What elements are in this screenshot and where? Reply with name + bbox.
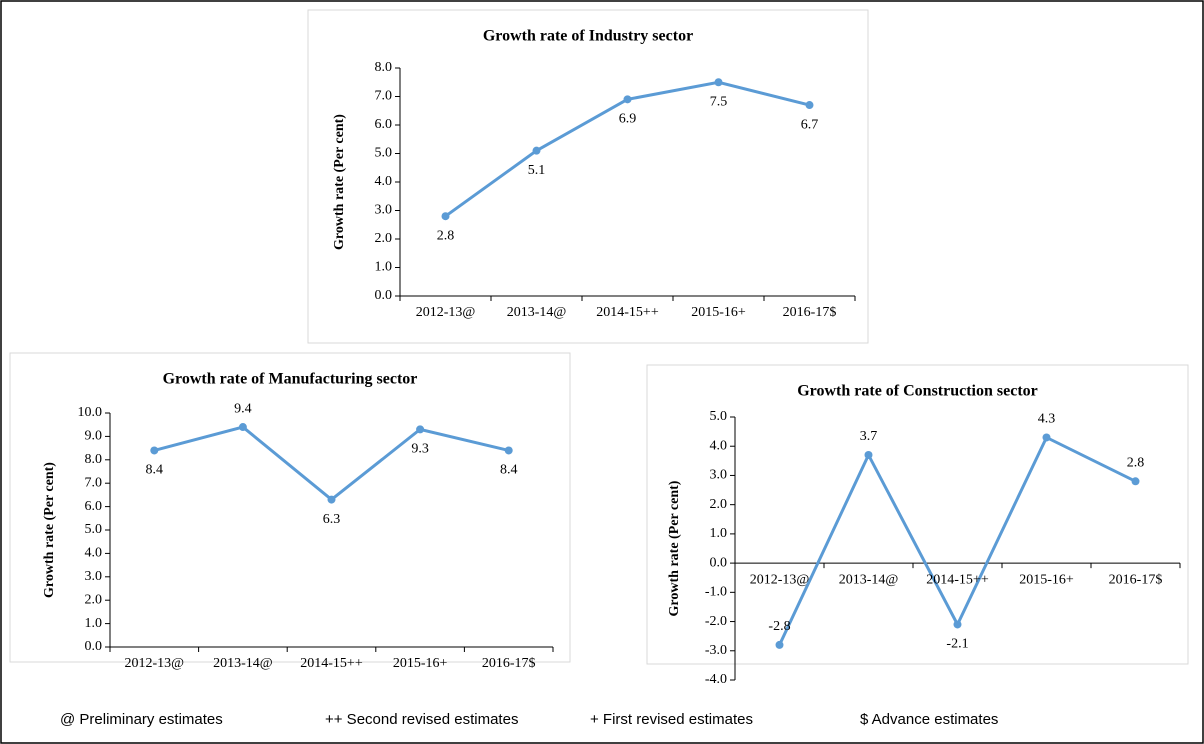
line bbox=[778, 435, 1137, 646]
y-tick-label: -2.0 bbox=[705, 614, 727, 629]
y-tick-label: 5.0 bbox=[375, 146, 393, 161]
point bbox=[504, 446, 513, 455]
x-tick-label: 2015-16+ bbox=[691, 305, 746, 320]
x-tick-label: 2012-13@ bbox=[750, 572, 810, 587]
point bbox=[714, 78, 723, 87]
data-label: 8.4 bbox=[146, 463, 164, 478]
x-tick-label: 2016-17$ bbox=[783, 305, 837, 320]
data-label: -2.1 bbox=[946, 637, 968, 652]
y-tick-label: -1.0 bbox=[705, 585, 727, 600]
y-tick-label: 0.0 bbox=[375, 288, 393, 303]
y-tick-label: 6.0 bbox=[85, 499, 103, 514]
data-label: 4.3 bbox=[1038, 412, 1056, 427]
point bbox=[805, 101, 814, 110]
data-label: 6.9 bbox=[619, 112, 637, 127]
y-tick-label: 2.0 bbox=[710, 497, 728, 512]
note: $ Advance estimates bbox=[860, 711, 998, 728]
x-tick-label: 2013-14@ bbox=[839, 572, 899, 587]
point bbox=[623, 95, 632, 104]
point bbox=[1131, 477, 1140, 486]
point bbox=[532, 146, 541, 155]
y-tick-label: 4.0 bbox=[710, 438, 728, 453]
point bbox=[1042, 433, 1051, 442]
y-tick-label: 5.0 bbox=[85, 522, 103, 537]
y-tick-label: 10.0 bbox=[78, 405, 103, 420]
y-tick-label: 3.0 bbox=[375, 203, 393, 218]
note: @ Preliminary estimates bbox=[60, 711, 223, 728]
y-axis-label: Growth rate (Per cent) bbox=[42, 462, 57, 598]
y-axis-label: Growth rate (Per cent) bbox=[667, 480, 682, 616]
x-tick-label: 2015-16+ bbox=[393, 656, 448, 671]
x-tick-label: 2014-15++ bbox=[300, 656, 363, 671]
x-tick-label: 2013-14@ bbox=[507, 305, 567, 320]
y-tick-label: 4.0 bbox=[85, 546, 103, 561]
y-tick-label: -3.0 bbox=[705, 643, 727, 658]
y-tick-label: 5.0 bbox=[710, 409, 728, 424]
data-label: 2.8 bbox=[437, 228, 455, 243]
chart-title: Growth rate of Construction sector bbox=[797, 383, 1038, 400]
y-tick-label: 0.0 bbox=[85, 639, 103, 654]
note: ++ Second revised estimates bbox=[325, 711, 518, 728]
point bbox=[953, 620, 962, 629]
point bbox=[441, 212, 450, 221]
x-tick-label: 2014-15++ bbox=[596, 305, 659, 320]
y-tick-label: -4.0 bbox=[705, 672, 727, 687]
y-tick-label: 1.0 bbox=[375, 260, 393, 275]
x-tick-label: 2016-17$ bbox=[1109, 572, 1163, 587]
x-tick-label: 2013-14@ bbox=[213, 656, 273, 671]
x-tick-label: 2016-17$ bbox=[482, 656, 536, 671]
data-label: 8.4 bbox=[500, 463, 518, 478]
y-tick-label: 0.0 bbox=[710, 555, 728, 570]
point bbox=[150, 446, 159, 455]
chart-title: Growth rate of Manufacturing sector bbox=[163, 371, 418, 388]
y-tick-label: 2.0 bbox=[375, 231, 393, 246]
y-tick-label: 9.0 bbox=[85, 429, 103, 444]
y-tick-label: 1.0 bbox=[85, 616, 103, 631]
x-tick-label: 2015-16+ bbox=[1019, 572, 1074, 587]
point bbox=[416, 425, 425, 434]
data-label: 2.8 bbox=[1127, 456, 1145, 471]
point bbox=[327, 495, 336, 504]
data-label: -2.8 bbox=[768, 619, 790, 634]
y-axis-label: Growth rate (Per cent) bbox=[332, 114, 347, 250]
y-tick-label: 4.0 bbox=[375, 174, 393, 189]
data-label: 9.4 bbox=[234, 401, 252, 416]
chart-title: Growth rate of Industry sector bbox=[483, 28, 693, 45]
y-tick-label: 2.0 bbox=[85, 592, 103, 607]
x-tick-label: 2012-13@ bbox=[125, 656, 185, 671]
y-tick-label: 3.0 bbox=[710, 468, 728, 483]
line bbox=[153, 425, 510, 502]
data-label: 3.7 bbox=[860, 429, 878, 444]
y-tick-label: 3.0 bbox=[85, 569, 103, 584]
y-tick-label: 7.0 bbox=[375, 89, 393, 104]
point bbox=[864, 450, 873, 459]
data-label: 9.3 bbox=[411, 442, 429, 457]
chart-box bbox=[9, 352, 571, 663]
y-tick-label: 6.0 bbox=[375, 117, 393, 132]
chart-box bbox=[646, 364, 1189, 665]
y-tick-label: 8.0 bbox=[85, 452, 103, 467]
y-tick-label: 1.0 bbox=[710, 526, 728, 541]
data-label: 7.5 bbox=[710, 94, 728, 109]
data-label: 5.1 bbox=[528, 163, 546, 178]
chart-box bbox=[307, 9, 869, 344]
point bbox=[775, 640, 784, 649]
data-label: 6.3 bbox=[323, 512, 341, 527]
data-label: 6.7 bbox=[801, 117, 819, 132]
x-tick-label: 2012-13@ bbox=[416, 305, 476, 320]
x-tick-label: 2014-15++ bbox=[926, 572, 989, 587]
y-tick-label: 7.0 bbox=[85, 475, 103, 490]
point bbox=[238, 423, 247, 432]
y-tick-label: 8.0 bbox=[375, 60, 393, 75]
note: + First revised estimates bbox=[590, 711, 753, 728]
